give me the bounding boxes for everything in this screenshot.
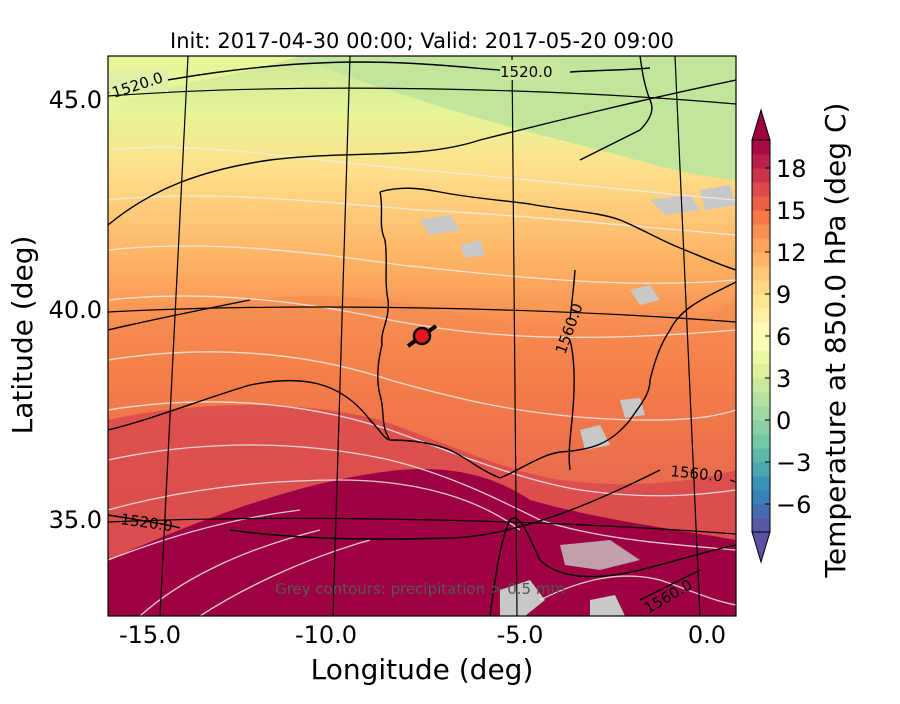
colorbar-band [752, 476, 770, 491]
y-axis: 45.0 40.0 35.0 Latitude (deg) [6, 86, 102, 534]
colorbar-band [752, 140, 770, 155]
colorbar-band [752, 210, 770, 225]
colorbar-band [752, 224, 770, 239]
x-tick-label: -5.0 [497, 621, 544, 649]
x-tick-label: -15.0 [119, 621, 181, 649]
colorbar-band [752, 448, 770, 463]
location-marker [406, 324, 438, 348]
colorbar-band [752, 154, 770, 169]
colorbar-band [752, 336, 770, 351]
y-tick-label: 45.0 [49, 86, 102, 114]
colorbar-band [752, 238, 770, 253]
colorbar-band [752, 350, 770, 365]
coastline [108, 56, 736, 616]
colorbar-tick-label: 6 [776, 323, 791, 351]
colorbar-tick-label: 18 [776, 155, 807, 183]
colorbar-max-arrow [751, 108, 771, 141]
isotherm-contours [108, 146, 736, 616]
contour-label: 1520.0 [500, 63, 553, 81]
colorbar-tick-label: −6 [776, 491, 811, 519]
colorbar-tick-label: 9 [776, 281, 791, 309]
colorbar-band [752, 182, 770, 197]
colorbar-tick-label: −3 [776, 449, 811, 477]
colorbar-band [752, 392, 770, 407]
precipitation-annotation: Grey contours: precipitation > 0.5 mm [275, 580, 565, 598]
colorbar-band [752, 252, 770, 267]
precipitation-patches [420, 185, 736, 616]
colorbar-band [752, 168, 770, 183]
temperature-field: 1520.0 1520.0 1520.0 1560.0 1560.0 1560.… [108, 56, 736, 616]
colorbar-band [752, 490, 770, 505]
y-axis-label: Latitude (deg) [6, 236, 39, 435]
colorbar: 18 15 12 9 6 3 0 −3 −6 Temperature at 850.0 hPa … [751, 103, 852, 579]
x-axis: -15.0 -10.0 -5.0 0.0 Longitude (deg) [119, 621, 726, 686]
colorbar-band [752, 364, 770, 379]
colorbar-tick-label: 3 [776, 365, 791, 393]
x-tick-label: -10.0 [295, 621, 357, 649]
colorbar-band [752, 294, 770, 309]
x-tick-label: 0.0 [688, 621, 726, 649]
y-tick-label: 35.0 [49, 506, 102, 534]
chart-title: Init: 2017-04-30 00:00; Valid: 2017-05-2… [170, 29, 674, 53]
x-axis-label: Longitude (deg) [311, 653, 534, 686]
colorbar-band [752, 308, 770, 323]
graticule [108, 56, 736, 616]
colorbar-tick-label: 12 [776, 239, 807, 267]
colorbar-min-arrow [751, 531, 771, 564]
colorbar-band [752, 322, 770, 337]
colorbar-band [752, 504, 770, 519]
colorbar-band [752, 280, 770, 295]
colorbar-tick-label: 0 [776, 407, 791, 435]
colorbar-ticks: 18 15 12 9 6 3 0 −3 −6 [765, 155, 811, 519]
map-frame [107, 55, 737, 617]
colorbar-tick-label: 15 [776, 197, 807, 225]
colorbar-band [752, 462, 770, 477]
colorbar-band [752, 420, 770, 435]
colorbar-bands [752, 140, 770, 533]
colorbar-band [752, 434, 770, 449]
colorbar-label: Temperature at 850.0 hPa (deg C) [819, 103, 852, 579]
contour-label: 1560.0 [670, 462, 724, 485]
colorbar-band [752, 378, 770, 393]
y-tick-label: 40.0 [49, 296, 102, 324]
colorbar-band [752, 196, 770, 211]
geopotential-contours [108, 61, 736, 601]
colorbar-band [752, 406, 770, 421]
colorbar-band [752, 518, 770, 533]
colorbar-band [752, 266, 770, 281]
